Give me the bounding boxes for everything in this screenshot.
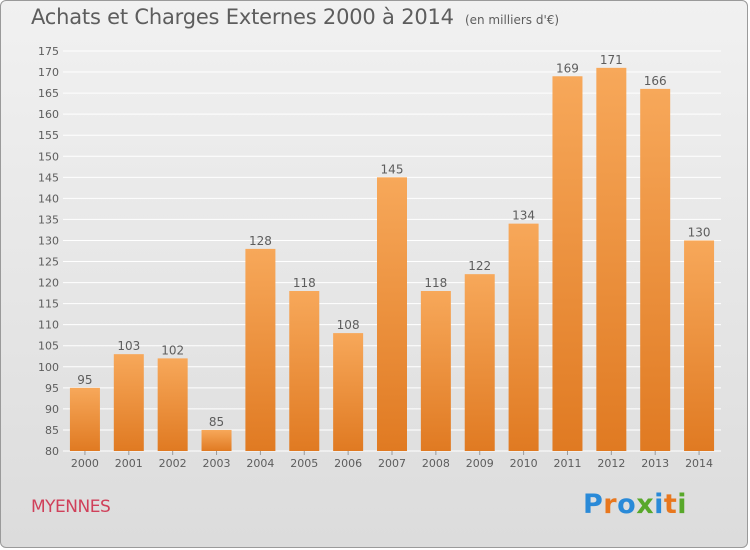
- bar: [464, 274, 495, 451]
- x-tick-label: 2011: [553, 457, 581, 470]
- bar: [113, 354, 144, 451]
- logo-letter: o: [617, 489, 637, 520]
- bar: [508, 223, 539, 451]
- y-tick-label: 105: [38, 340, 59, 353]
- bar: [157, 358, 188, 451]
- x-tick-label: 2001: [115, 457, 143, 470]
- x-tick-label: 2006: [334, 457, 362, 470]
- bar-value-label: 85: [209, 415, 224, 429]
- y-tick-label: 110: [38, 319, 59, 332]
- bar-value-label: 169: [556, 61, 579, 75]
- chart-title-block: Achats et Charges Externes 2000 à 2014 (…: [31, 5, 559, 29]
- y-tick-label: 170: [38, 66, 59, 79]
- bar-value-label: 171: [600, 53, 623, 67]
- bar: [684, 240, 715, 451]
- y-tick-label: 90: [45, 403, 59, 416]
- bar-value-label: 145: [381, 162, 404, 176]
- x-axis-ticks: 2000 2001 2002 2003 2004 2005 2006 2007 2008 2009…: [71, 451, 713, 470]
- y-tick-label: 100: [38, 361, 59, 374]
- y-tick-label: 95: [45, 382, 59, 395]
- bar-value-label: 134: [512, 209, 535, 223]
- bar: [289, 291, 320, 451]
- bar-value-label: 130: [688, 225, 711, 239]
- x-tick-label: 2009: [466, 457, 494, 470]
- y-tick-label: 140: [38, 192, 59, 205]
- bar: [69, 387, 100, 451]
- x-tick-label: 2012: [597, 457, 625, 470]
- chart-title: Achats et Charges Externes 2000 à 2014: [31, 5, 454, 29]
- bar: [552, 76, 583, 452]
- bar: [640, 88, 671, 451]
- proxiti-logo: Proxiti: [583, 489, 687, 520]
- bar-value-label: 103: [117, 339, 140, 353]
- y-tick-label: 115: [38, 298, 59, 311]
- bar: [245, 248, 276, 451]
- bar-value-label: 166: [644, 74, 667, 88]
- logo-letter: P: [583, 489, 604, 520]
- bar-value-label: 118: [293, 276, 316, 290]
- bars: [69, 67, 715, 452]
- logo-letter: r: [603, 489, 618, 520]
- y-tick-label: 160: [38, 108, 59, 121]
- logo-letter: i: [677, 489, 688, 520]
- y-tick-label: 135: [38, 213, 59, 226]
- bar-value-label: 128: [249, 234, 272, 248]
- bar: [377, 177, 407, 451]
- y-tick-label: 120: [38, 277, 59, 290]
- town-name: MYENNES: [31, 497, 111, 517]
- logo-letter: t: [663, 489, 678, 520]
- bar-value-label: 108: [337, 318, 360, 332]
- y-tick-label: 150: [38, 150, 59, 163]
- y-tick-label: 125: [38, 256, 59, 269]
- x-tick-label: 2005: [290, 457, 318, 470]
- y-tick-label: 165: [38, 87, 59, 100]
- y-tick-label: 155: [38, 129, 59, 142]
- x-tick-label: 2003: [203, 457, 231, 470]
- x-tick-label: 2004: [246, 457, 274, 470]
- y-tick-label: 130: [38, 234, 59, 247]
- x-tick-label: 2000: [71, 457, 99, 470]
- x-tick-label: 2014: [685, 457, 713, 470]
- bar: [201, 429, 232, 451]
- x-tick-label: 2008: [422, 457, 450, 470]
- x-tick-label: 2013: [641, 457, 669, 470]
- x-tick-label: 2010: [510, 457, 538, 470]
- bar: [420, 291, 451, 451]
- y-tick-label: 85: [45, 424, 59, 437]
- y-tick-label: 80: [45, 445, 59, 458]
- y-tick-label: 145: [38, 171, 59, 184]
- y-tick-label: 175: [38, 45, 59, 58]
- bar-value-label: 102: [161, 343, 184, 357]
- bar-value-label: 122: [468, 259, 491, 273]
- x-tick-label: 2002: [159, 457, 187, 470]
- logo-letter: x: [636, 489, 655, 520]
- logo-letter: i: [654, 489, 664, 520]
- x-tick-label: 2007: [378, 457, 406, 470]
- bar: [333, 333, 364, 451]
- chart-unit-note: (en milliers d'€): [464, 13, 560, 27]
- bar: [596, 67, 627, 451]
- y-axis-ticks: 80 85 90 95 100 105 110 115 120 125 130 135 140 145 15…: [38, 45, 59, 458]
- bar-value-label: 118: [424, 276, 447, 290]
- data-labels: 95 103 102 85 128 118 108 145 118 122 134 169 171 166…: [77, 53, 710, 429]
- bar-value-label: 95: [77, 373, 92, 387]
